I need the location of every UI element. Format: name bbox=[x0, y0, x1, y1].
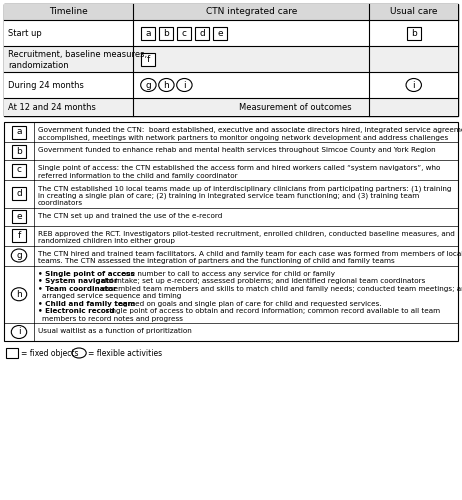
Text: members to record notes and progress: members to record notes and progress bbox=[42, 316, 183, 322]
Bar bbox=[4, 20, 458, 46]
Text: Usual care: Usual care bbox=[390, 8, 438, 16]
Bar bbox=[12, 126, 26, 138]
Text: • Team coordinator: • Team coordinator bbox=[38, 286, 116, 292]
Text: b: b bbox=[16, 146, 22, 156]
Bar bbox=[12, 210, 26, 223]
Text: Recruitment, baseline measures,: Recruitment, baseline measures, bbox=[8, 50, 147, 59]
Text: : assembled team members and skills to match child and family needs; conducted t: : assembled team members and skills to m… bbox=[97, 286, 462, 292]
Text: The CTN hired and trained team facilitators. A child and family team for each ca: The CTN hired and trained team facilitat… bbox=[38, 251, 462, 257]
Text: e: e bbox=[16, 212, 22, 221]
Ellipse shape bbox=[406, 78, 421, 92]
Bar bbox=[407, 26, 421, 40]
Text: Government funded the CTN:  board established, executive and associate directors: Government funded the CTN: board establi… bbox=[38, 127, 462, 133]
Bar bbox=[4, 122, 458, 341]
Text: : one number to call to access any service for child or family: : one number to call to access any servi… bbox=[117, 271, 335, 277]
Text: CTN integrated care: CTN integrated care bbox=[206, 8, 297, 16]
Text: b: b bbox=[411, 28, 417, 38]
Text: • System navigator: • System navigator bbox=[38, 278, 117, 284]
Text: Measurement of outcomes: Measurement of outcomes bbox=[239, 102, 352, 112]
Bar bbox=[12, 187, 26, 200]
Text: = flexible activities: = flexible activities bbox=[88, 348, 162, 358]
Bar bbox=[4, 46, 458, 72]
Ellipse shape bbox=[141, 78, 156, 92]
Text: i: i bbox=[18, 328, 20, 336]
Bar bbox=[195, 26, 209, 40]
Text: d: d bbox=[16, 189, 22, 198]
Text: = fixed objects: = fixed objects bbox=[21, 348, 79, 358]
Text: f: f bbox=[147, 54, 150, 64]
Text: During 24 months: During 24 months bbox=[8, 80, 84, 90]
Text: • Single point of access: • Single point of access bbox=[38, 271, 135, 277]
Text: g: g bbox=[16, 251, 22, 260]
Ellipse shape bbox=[72, 348, 86, 358]
Text: i: i bbox=[413, 80, 415, 90]
Text: g: g bbox=[146, 80, 151, 90]
Text: arranged service sequence and timing: arranged service sequence and timing bbox=[42, 293, 182, 299]
Text: : did intake; set up e-record; assessed problems; and identified regional team c: : did intake; set up e-record; assessed … bbox=[97, 278, 426, 284]
Text: i: i bbox=[183, 80, 186, 90]
Ellipse shape bbox=[11, 288, 27, 300]
Text: randomized children into either group: randomized children into either group bbox=[38, 238, 175, 244]
Bar bbox=[177, 26, 191, 40]
Bar bbox=[141, 26, 155, 40]
Text: a: a bbox=[16, 128, 22, 136]
Text: c: c bbox=[182, 28, 187, 38]
Text: • Child and family team: • Child and family team bbox=[38, 300, 135, 306]
Bar bbox=[4, 4, 458, 116]
Text: The CTN set up and trained the use of the e-record: The CTN set up and trained the use of th… bbox=[38, 213, 222, 219]
Bar bbox=[12, 229, 26, 242]
Text: c: c bbox=[17, 166, 22, 174]
Text: in creating a single plan of care; (2) training in integrated service team funct: in creating a single plan of care; (2) t… bbox=[38, 192, 419, 199]
Bar bbox=[213, 26, 227, 40]
Text: REB approved the RCT. Investigators pilot-tested recruitment, enrolled children,: REB approved the RCT. Investigators pilo… bbox=[38, 231, 455, 237]
Text: Single point of access: the CTN established the access form and hired workers ca: Single point of access: the CTN establis… bbox=[38, 165, 440, 171]
Text: b: b bbox=[164, 28, 169, 38]
Text: Timeline: Timeline bbox=[49, 8, 88, 16]
Text: Start up: Start up bbox=[8, 28, 42, 38]
Text: • Electronic record: • Electronic record bbox=[38, 308, 115, 314]
Text: The CTN established 10 local teams made up of interdisciplinary clinicians from : The CTN established 10 local teams made … bbox=[38, 185, 451, 192]
Bar bbox=[12, 164, 26, 176]
Text: e: e bbox=[218, 28, 223, 38]
Text: : agreed on goals and single plan of care for child and requested services.: : agreed on goals and single plan of car… bbox=[114, 300, 382, 306]
Text: Government funded to enhance rehab and mental health services throughout Simcoe : Government funded to enhance rehab and m… bbox=[38, 147, 436, 153]
Text: coordinators: coordinators bbox=[38, 200, 83, 206]
Bar bbox=[159, 26, 173, 40]
Ellipse shape bbox=[158, 78, 174, 92]
Text: d: d bbox=[200, 28, 205, 38]
Text: randomization: randomization bbox=[8, 62, 69, 70]
Text: h: h bbox=[164, 80, 169, 90]
Text: teams. The CTN assessed the integration of partners and the functioning of child: teams. The CTN assessed the integration … bbox=[38, 258, 395, 264]
Ellipse shape bbox=[176, 78, 192, 92]
Text: referred information to the child and family coordinator: referred information to the child and fa… bbox=[38, 173, 237, 179]
Text: f: f bbox=[18, 231, 21, 240]
Bar bbox=[6, 348, 18, 358]
Bar bbox=[4, 4, 458, 20]
Ellipse shape bbox=[11, 326, 27, 338]
Bar bbox=[4, 98, 458, 116]
Text: Usual waitlist as a function of prioritization: Usual waitlist as a function of prioriti… bbox=[38, 328, 192, 334]
Text: : single point of access to obtain and record information; common record availab: : single point of access to obtain and r… bbox=[101, 308, 440, 314]
Text: h: h bbox=[16, 290, 22, 298]
Bar bbox=[141, 52, 155, 66]
Text: a: a bbox=[146, 28, 151, 38]
Text: At 12 and 24 months: At 12 and 24 months bbox=[8, 102, 96, 112]
Text: accomplished, meetings with network partners to monitor ongoing network developm: accomplished, meetings with network part… bbox=[38, 134, 448, 141]
Bar bbox=[12, 144, 26, 158]
Ellipse shape bbox=[11, 249, 27, 262]
Bar bbox=[4, 72, 458, 98]
